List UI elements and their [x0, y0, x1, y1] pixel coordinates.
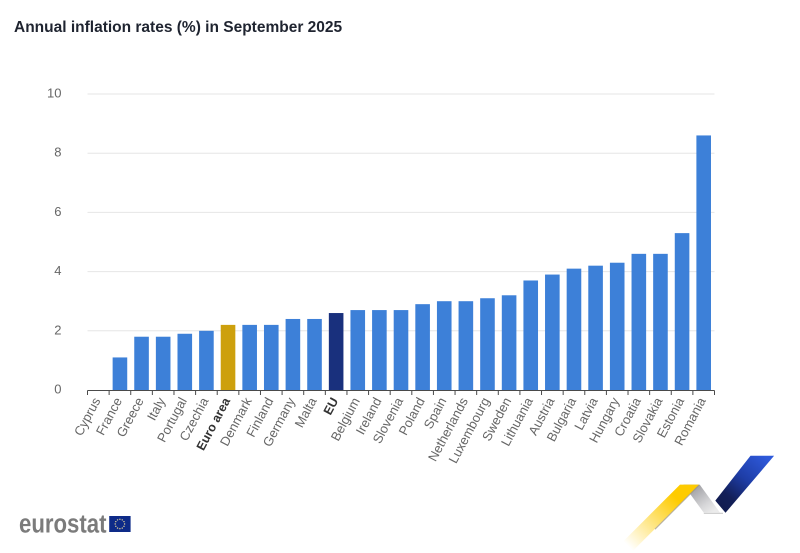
svg-text:eurostat: eurostat [19, 511, 107, 539]
svg-text:0: 0 [54, 382, 61, 397]
svg-text:6: 6 [54, 204, 61, 219]
svg-text:10: 10 [47, 86, 61, 101]
svg-text:2: 2 [54, 322, 61, 337]
svg-text:8: 8 [54, 145, 61, 160]
svg-text:4: 4 [54, 263, 61, 278]
svg-text:Annual inflation rates (%) in: Annual inflation rates (%) in September … [14, 19, 343, 36]
